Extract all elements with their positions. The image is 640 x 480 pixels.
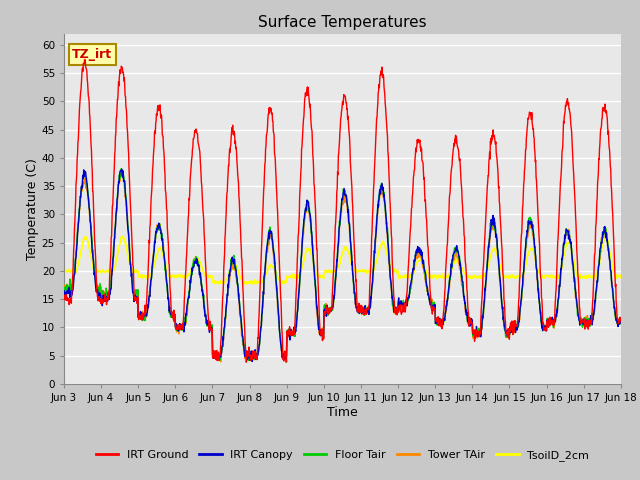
- IRT Ground: [247, 352, 255, 358]
- Tower TAir: [60, 285, 68, 291]
- IRT Ground: [617, 317, 625, 323]
- Line: IRT Canopy: IRT Canopy: [64, 169, 621, 361]
- IRT Ground: [171, 314, 179, 320]
- IRT Canopy: [617, 319, 625, 325]
- TsoilD_2cm: [617, 275, 625, 281]
- TsoilD_2cm: [247, 278, 255, 284]
- Line: TsoilD_2cm: TsoilD_2cm: [64, 236, 621, 284]
- Floor Tair: [184, 297, 192, 302]
- IRT Ground: [502, 330, 510, 336]
- TsoilD_2cm: [552, 275, 559, 281]
- IRT Canopy: [246, 355, 254, 361]
- Floor Tair: [60, 290, 68, 296]
- Floor Tair: [502, 328, 510, 334]
- IRT Ground: [243, 360, 250, 365]
- Line: Floor Tair: Floor Tair: [64, 169, 621, 362]
- Tower TAir: [429, 300, 437, 306]
- Y-axis label: Temperature (C): Temperature (C): [26, 158, 39, 260]
- TsoilD_2cm: [429, 273, 437, 279]
- Tower TAir: [171, 314, 179, 320]
- IRT Ground: [184, 216, 192, 221]
- IRT Canopy: [502, 327, 510, 333]
- TsoilD_2cm: [119, 233, 127, 239]
- Text: TZ_irt: TZ_irt: [72, 48, 113, 61]
- IRT Canopy: [552, 319, 559, 324]
- Title: Surface Temperatures: Surface Temperatures: [258, 15, 427, 30]
- IRT Canopy: [118, 166, 125, 172]
- Floor Tair: [617, 320, 625, 325]
- Tower TAir: [217, 359, 225, 365]
- Floor Tair: [282, 360, 290, 365]
- IRT Ground: [552, 297, 559, 302]
- TsoilD_2cm: [502, 274, 510, 280]
- Floor Tair: [429, 303, 437, 309]
- TsoilD_2cm: [243, 281, 251, 287]
- X-axis label: Time: Time: [327, 406, 358, 419]
- Tower TAir: [502, 332, 510, 338]
- Line: IRT Ground: IRT Ground: [64, 60, 621, 362]
- TsoilD_2cm: [184, 273, 192, 278]
- IRT Ground: [60, 295, 68, 300]
- IRT Canopy: [171, 314, 179, 320]
- IRT Canopy: [429, 305, 437, 311]
- Legend: IRT Ground, IRT Canopy, Floor Tair, Tower TAir, TsoilD_2cm: IRT Ground, IRT Canopy, Floor Tair, Towe…: [91, 445, 594, 466]
- IRT Ground: [429, 304, 437, 310]
- IRT Canopy: [248, 359, 256, 364]
- IRT Ground: [81, 57, 89, 62]
- TsoilD_2cm: [60, 268, 68, 274]
- Floor Tair: [246, 357, 254, 363]
- IRT Canopy: [60, 289, 68, 295]
- TsoilD_2cm: [171, 274, 179, 279]
- Floor Tair: [171, 314, 179, 320]
- Tower TAir: [617, 317, 625, 323]
- Tower TAir: [552, 318, 559, 324]
- IRT Canopy: [184, 296, 192, 301]
- Tower TAir: [184, 297, 192, 303]
- Tower TAir: [118, 170, 126, 176]
- Tower TAir: [247, 354, 255, 360]
- Line: Tower TAir: Tower TAir: [64, 173, 621, 362]
- Floor Tair: [552, 317, 559, 323]
- Floor Tair: [117, 166, 125, 172]
